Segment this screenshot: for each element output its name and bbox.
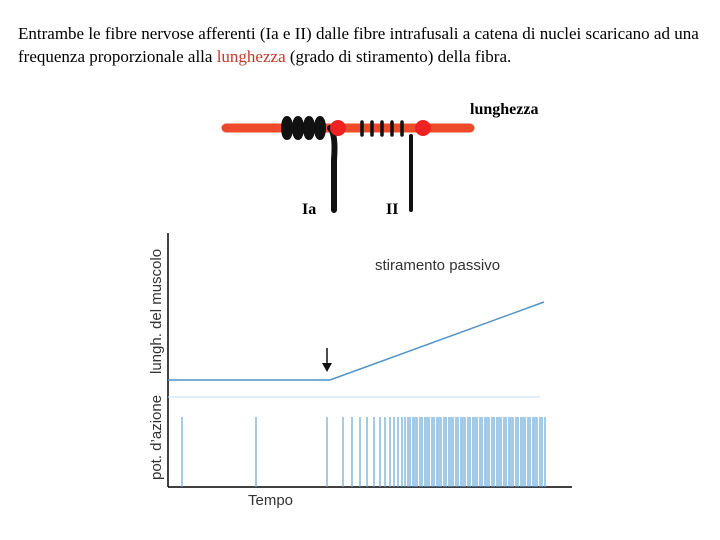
fiber-II-label: II <box>386 201 399 218</box>
intro-text: Entrambe le fibre nervose afferenti (Ia … <box>18 22 708 68</box>
action-potential-train <box>181 417 546 487</box>
fiber-Ia-coils <box>281 116 326 140</box>
fiber-II-coils <box>360 120 404 137</box>
fiber-Ia-axon <box>327 125 338 213</box>
fiber-Ia-label: Ia <box>302 201 317 218</box>
intro-part-1: Entrambe le fibre nervose afferenti (Ia … <box>18 24 699 66</box>
intro-highlight: lunghezza <box>216 47 286 66</box>
fiber-II-nucleus <box>415 120 431 136</box>
intro-part-2: (grado di stiramento) della fibra. <box>285 47 512 66</box>
y-axis-label-length: lungh. del muscolo <box>148 249 165 374</box>
length-label: lunghezza <box>470 101 539 118</box>
x-axis-label: Tempo <box>248 492 293 509</box>
muscle-length-trace <box>168 301 545 381</box>
graph-axes <box>167 233 572 488</box>
fiber-Ia-nucleus <box>330 120 346 136</box>
stretch-label: stiramento passivo <box>375 257 500 274</box>
stretch-onset-arrow <box>322 348 332 372</box>
y-axis-label-spikes: pot. d’azione <box>148 395 165 480</box>
